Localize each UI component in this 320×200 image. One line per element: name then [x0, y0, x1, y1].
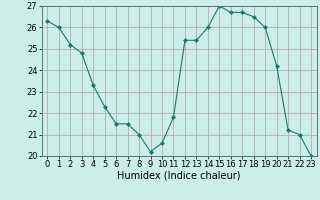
X-axis label: Humidex (Indice chaleur): Humidex (Indice chaleur) [117, 171, 241, 181]
